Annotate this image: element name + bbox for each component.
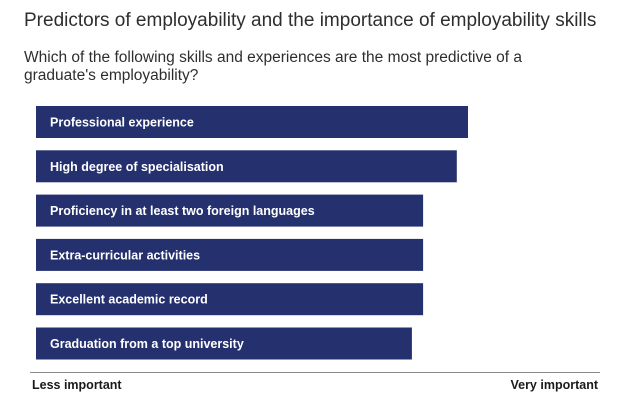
- bar: [36, 106, 468, 138]
- bar-label: Professional experience: [50, 116, 194, 130]
- axis-label-very-important: Very important: [510, 378, 598, 392]
- bar: [36, 238, 424, 271]
- bar: [36, 150, 457, 183]
- axis-label-less-important: Less important: [32, 378, 122, 392]
- chart-title: Predictors of employability and the impo…: [24, 10, 597, 31]
- bar: [36, 194, 424, 227]
- bar: [36, 327, 412, 360]
- chart-subtitle: Which of the following skills and experi…: [24, 49, 522, 84]
- bar-label: Excellent academic record: [50, 293, 208, 307]
- bar-label: Extra-curricular activities: [50, 248, 200, 262]
- bar-label: Graduation from a top university: [50, 337, 244, 351]
- bar-label: High degree of specialisation: [50, 160, 224, 174]
- bar: [36, 283, 424, 316]
- bar-label: Proficiency in at least two foreign lang…: [50, 204, 315, 218]
